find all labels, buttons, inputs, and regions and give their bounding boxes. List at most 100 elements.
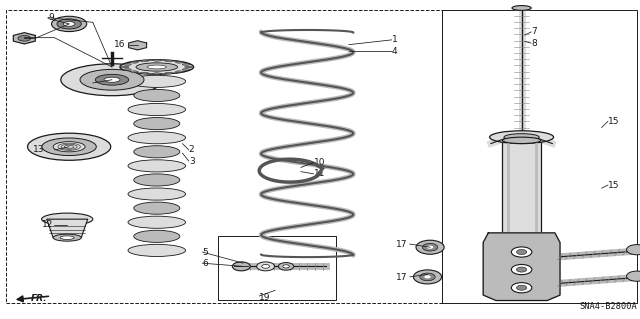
- Ellipse shape: [57, 19, 81, 29]
- Circle shape: [516, 285, 527, 290]
- Ellipse shape: [490, 131, 554, 144]
- Ellipse shape: [128, 160, 186, 172]
- Polygon shape: [47, 219, 88, 238]
- Circle shape: [627, 245, 640, 255]
- Ellipse shape: [165, 72, 173, 74]
- Text: 8: 8: [531, 39, 537, 48]
- Ellipse shape: [61, 64, 163, 96]
- Ellipse shape: [42, 138, 97, 155]
- Circle shape: [516, 267, 527, 272]
- Text: 6: 6: [202, 259, 208, 268]
- Text: FR.: FR.: [31, 294, 47, 303]
- Ellipse shape: [504, 134, 539, 141]
- Ellipse shape: [141, 60, 148, 62]
- Text: 11: 11: [314, 169, 325, 178]
- Polygon shape: [129, 41, 147, 50]
- Ellipse shape: [182, 69, 190, 70]
- Ellipse shape: [141, 72, 148, 74]
- Ellipse shape: [120, 60, 194, 74]
- Circle shape: [511, 283, 532, 293]
- Ellipse shape: [502, 137, 541, 144]
- Ellipse shape: [60, 236, 74, 239]
- Text: 17: 17: [396, 273, 407, 282]
- Polygon shape: [13, 33, 35, 44]
- Circle shape: [413, 270, 442, 284]
- Ellipse shape: [128, 132, 186, 144]
- Ellipse shape: [53, 142, 85, 152]
- Ellipse shape: [257, 262, 275, 271]
- Circle shape: [511, 264, 532, 275]
- Ellipse shape: [53, 234, 81, 241]
- Ellipse shape: [153, 59, 161, 61]
- Text: 19: 19: [259, 293, 271, 302]
- Ellipse shape: [18, 35, 31, 41]
- Ellipse shape: [124, 69, 131, 70]
- Circle shape: [422, 243, 438, 251]
- Circle shape: [511, 247, 532, 257]
- Ellipse shape: [95, 74, 129, 85]
- Circle shape: [420, 273, 435, 281]
- Text: 5: 5: [202, 248, 208, 256]
- Polygon shape: [483, 233, 560, 300]
- Bar: [502, 140, 541, 233]
- Circle shape: [416, 240, 444, 254]
- Text: 13: 13: [33, 145, 45, 154]
- Bar: [218, 236, 336, 300]
- Ellipse shape: [134, 230, 180, 242]
- Ellipse shape: [124, 63, 131, 65]
- Text: 15: 15: [608, 117, 620, 126]
- Ellipse shape: [182, 63, 190, 65]
- Ellipse shape: [28, 133, 111, 160]
- Ellipse shape: [232, 262, 250, 271]
- Ellipse shape: [52, 16, 87, 32]
- Ellipse shape: [134, 174, 180, 186]
- Ellipse shape: [134, 146, 180, 158]
- Text: 15: 15: [608, 181, 620, 189]
- Circle shape: [627, 271, 640, 281]
- Text: SNA4-B2800A: SNA4-B2800A: [579, 302, 637, 311]
- Ellipse shape: [175, 71, 183, 73]
- Ellipse shape: [122, 66, 129, 68]
- Ellipse shape: [512, 6, 531, 11]
- Text: 17: 17: [396, 240, 407, 249]
- Ellipse shape: [128, 188, 186, 200]
- Circle shape: [427, 246, 433, 249]
- Ellipse shape: [128, 103, 186, 115]
- Circle shape: [516, 249, 527, 255]
- Ellipse shape: [128, 75, 186, 87]
- Ellipse shape: [128, 244, 186, 256]
- Ellipse shape: [165, 60, 173, 62]
- Ellipse shape: [262, 264, 269, 268]
- Text: 7: 7: [531, 27, 537, 36]
- Ellipse shape: [131, 61, 138, 63]
- Text: 12: 12: [42, 220, 54, 229]
- Text: 3: 3: [189, 157, 195, 166]
- Ellipse shape: [147, 65, 166, 69]
- Ellipse shape: [134, 117, 180, 130]
- Text: 2: 2: [189, 145, 195, 154]
- Ellipse shape: [184, 66, 192, 68]
- Ellipse shape: [153, 73, 161, 75]
- Ellipse shape: [128, 216, 186, 228]
- Ellipse shape: [278, 263, 294, 270]
- Ellipse shape: [283, 265, 289, 268]
- Ellipse shape: [136, 63, 178, 71]
- Circle shape: [424, 275, 431, 278]
- Text: 18: 18: [18, 34, 29, 43]
- Text: 9: 9: [48, 13, 54, 22]
- Text: 14: 14: [83, 78, 95, 87]
- Bar: [442, 10, 637, 303]
- Ellipse shape: [134, 202, 180, 214]
- Text: 1: 1: [392, 35, 397, 44]
- Ellipse shape: [134, 89, 180, 101]
- Ellipse shape: [131, 71, 138, 73]
- Text: 10: 10: [314, 158, 325, 167]
- Ellipse shape: [42, 213, 93, 225]
- Ellipse shape: [80, 69, 144, 90]
- Ellipse shape: [63, 22, 75, 26]
- Text: 4: 4: [392, 47, 397, 56]
- Ellipse shape: [175, 61, 183, 63]
- Ellipse shape: [104, 77, 120, 82]
- Bar: [6, 10, 442, 303]
- Text: 16: 16: [114, 40, 125, 49]
